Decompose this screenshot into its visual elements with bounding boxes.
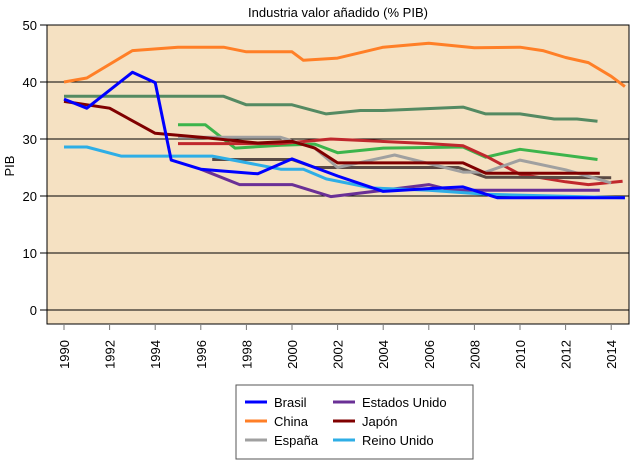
x-tick-label: 2000	[285, 340, 300, 369]
x-tick-label: 2014	[604, 340, 619, 369]
x-tick-label: 1994	[148, 340, 163, 369]
x-tick-label: 1996	[194, 340, 209, 369]
legend-label: España	[274, 433, 319, 448]
legend-label: Japón	[362, 414, 397, 429]
series-line-estados-unido	[200, 167, 600, 199]
x-tick-label: 2004	[376, 340, 391, 369]
x-tick-label: 2002	[331, 340, 346, 369]
series-line-unlabeled-9	[212, 158, 612, 180]
y-tick-label: 20	[23, 189, 37, 204]
series-line-unlabeled-8	[178, 137, 623, 187]
series-line-japón	[63, 99, 600, 175]
series-line-china	[63, 41, 626, 88]
series-lines	[63, 41, 626, 200]
series-line-brasil	[63, 70, 625, 200]
y-tick-label: 40	[23, 75, 37, 90]
y-tick-label: 10	[23, 246, 37, 261]
series-line-unlabeled-6	[64, 94, 598, 123]
x-tick-label: 1992	[103, 340, 118, 369]
legend: Brasil China España Estados Unido Japón Reino…	[235, 384, 474, 460]
y-tick-label: 50	[23, 18, 37, 33]
y-tick-label: 0	[30, 303, 37, 318]
x-tick-label: 2006	[422, 340, 437, 369]
y-axis: 0 10 20 30 40 50	[23, 18, 47, 318]
x-tick-label: 2012	[559, 340, 574, 369]
x-tick-label: 2010	[513, 340, 528, 369]
gridlines	[47, 81, 629, 311]
legend-label: China	[274, 414, 309, 429]
x-tick-label: 2008	[467, 340, 482, 369]
legend-label: Brasil	[274, 395, 307, 410]
chart-title: Industria valor añadido (% PIB)	[248, 5, 428, 20]
series-line-reino-unido	[64, 145, 625, 200]
y-axis-label: PIB	[2, 156, 17, 177]
legend-label: Reino Unido	[362, 433, 434, 448]
y-tick-label: 30	[23, 132, 37, 147]
legend-label: Estados Unido	[362, 395, 447, 410]
x-tick-label: 1998	[239, 340, 254, 369]
x-axis: 1990 1992 1994 1996 1998 2000 2002 2004 2006 2008…	[57, 325, 619, 369]
x-tick-label: 1990	[57, 340, 72, 369]
